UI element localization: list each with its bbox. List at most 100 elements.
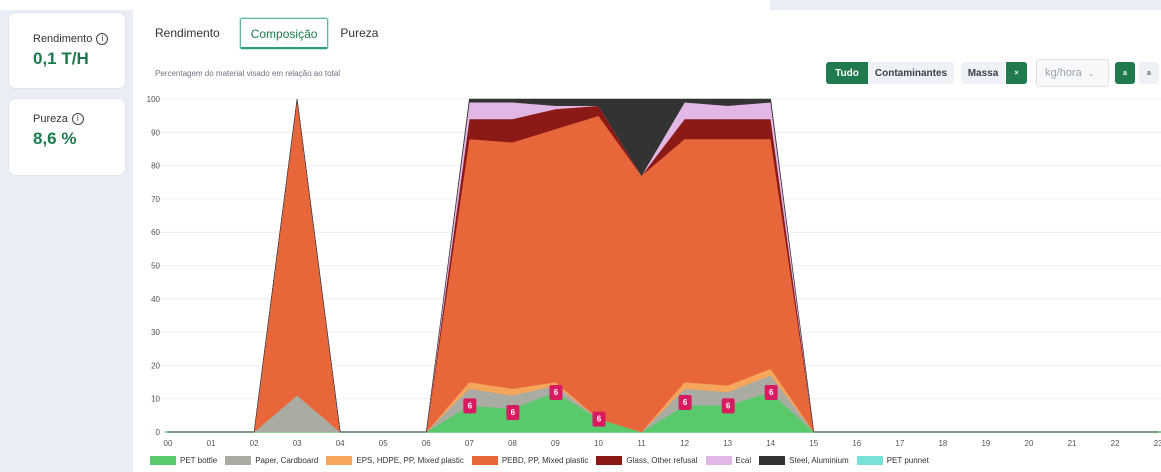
filter-contaminantes-button[interactable]: Contaminantes (868, 62, 954, 84)
legend-swatch (856, 456, 883, 465)
x-tick-label: 16 (852, 439, 861, 448)
marker-label: 6 (683, 398, 688, 407)
y-tick-label: 50 (151, 262, 160, 271)
chart-subtitle: Percentagem do material visado em relaçã… (155, 69, 340, 78)
filter-tudo-button[interactable]: Tudo (826, 62, 868, 84)
unit-select-value: kg/hora (1045, 67, 1082, 79)
text-size-large-button[interactable]: a (1139, 62, 1159, 84)
x-tick-label: 21 (1068, 439, 1077, 448)
x-tick-label: 10 (594, 439, 603, 448)
legend-label: EPS, HDPE, PP, Mixed plastic (356, 456, 464, 465)
legend-label: PET punnet (886, 456, 929, 465)
y-tick-label: 40 (151, 295, 160, 304)
marker-badge (506, 405, 520, 421)
top-strip (0, 0, 770, 10)
marker-label: 6 (511, 408, 516, 417)
x-tick-label: 09 (551, 439, 560, 448)
marker-badge (764, 385, 778, 401)
x-tick-label: 06 (422, 439, 431, 448)
legend-swatch (705, 456, 732, 465)
x-tick-label: 05 (379, 439, 388, 448)
marker-label: 6 (554, 388, 559, 397)
x-tick-label: 01 (207, 439, 216, 448)
massa-toggle-button[interactable]: × (1006, 62, 1027, 84)
legend-item[interactable]: PET punnet (856, 456, 929, 465)
marker-badge (721, 398, 735, 414)
legend-swatch (471, 456, 498, 465)
legend-swatch (150, 456, 176, 465)
x-tick-label: 07 (465, 439, 474, 448)
x-tick-label: 08 (508, 439, 517, 448)
tab-bar: Rendimento Composição Pureza (153, 18, 398, 49)
x-tick-label: 22 (1111, 439, 1120, 448)
x-tick-label: 15 (809, 439, 818, 448)
x-tick-label: 20 (1025, 439, 1034, 448)
y-tick-label: 100 (147, 95, 161, 104)
x-tick-label: 14 (766, 439, 775, 448)
y-tick-label: 70 (151, 195, 160, 204)
y-tick-label: 0 (156, 428, 161, 437)
legend-swatch (225, 456, 252, 465)
y-tick-label: 30 (151, 328, 160, 337)
kpi-label-text: Rendimento (33, 33, 93, 45)
y-tick-label: 10 (151, 395, 160, 404)
x-tick-label: 13 (723, 439, 732, 448)
y-tick-label: 20 (151, 361, 160, 370)
tab-pureza[interactable]: Pureza (340, 26, 379, 40)
chart-legend: PET bottle Paper, Cardboard EPS, HDPE, PP,… (150, 456, 937, 465)
legend-item[interactable]: Paper, Cardboard (225, 456, 318, 465)
legend-item[interactable]: PEBD, PP, Mixed plastic (471, 456, 589, 465)
x-tick-label: 00 (164, 439, 173, 448)
legend-item[interactable]: Steel, Aluminium (759, 456, 849, 465)
x-tick-label: 18 (938, 439, 947, 448)
marker-label: 6 (726, 401, 731, 410)
marker-label: 6 (769, 388, 774, 397)
kpi-value: 0,1 T/H (33, 49, 89, 68)
marker-label: 6 (597, 415, 602, 424)
massa-button[interactable]: Massa (961, 62, 1005, 84)
marker-badge (678, 395, 692, 411)
marker-badge (592, 411, 606, 427)
unit-select[interactable]: kg/hora ⌄ (1036, 59, 1109, 87)
legend-label: Ecal (735, 456, 752, 465)
info-icon[interactable]: i (71, 113, 84, 125)
kpi-card-pureza: Pureza i 8,6 % (9, 99, 125, 175)
x-tick-label: 23 (1154, 439, 1161, 448)
legend-label: Steel, Aluminium (789, 456, 849, 465)
x-tick-label: 12 (680, 439, 689, 448)
legend-label: Paper, Cardboard (255, 456, 319, 465)
x-tick-label: 04 (336, 439, 345, 448)
y-tick-label: 80 (151, 162, 160, 171)
legend-swatch (596, 456, 623, 465)
legend-item[interactable]: PET bottle (150, 456, 217, 465)
kpi-label: Rendimento i (33, 33, 109, 45)
chevron-down-icon: ⌄ (1087, 68, 1095, 78)
tab-rendimento[interactable]: Rendimento (155, 26, 220, 40)
x-tick-label: 11 (637, 439, 646, 448)
x-tick-label: 03 (293, 439, 302, 448)
tab-composicao[interactable]: Composição (239, 18, 329, 49)
legend-swatch (759, 456, 786, 465)
area-steel-aluminium (168, 98, 1159, 433)
kpi-label-text: Pureza (33, 113, 68, 125)
legend-label: Glass, Other refusal (626, 456, 698, 465)
legend-label: PEBD, PP, Mixed plastic (501, 456, 589, 465)
x-tick-label: 02 (250, 439, 259, 448)
x-tick-label: 19 (981, 439, 990, 448)
legend-item[interactable]: Ecal (705, 456, 752, 465)
kpi-label: Pureza i (33, 113, 84, 125)
legend-item[interactable]: Glass, Other refusal (596, 456, 698, 465)
y-tick-label: 60 (151, 228, 160, 237)
x-tick-label: 17 (895, 439, 904, 448)
y-tick-label: 90 (151, 128, 160, 137)
kpi-value: 8,6 % (33, 129, 77, 148)
legend-swatch (326, 456, 353, 465)
marker-badge (463, 398, 477, 414)
text-size-small-button[interactable]: a (1115, 62, 1135, 84)
marker-label: 6 (468, 401, 473, 410)
legend-label: PET bottle (180, 456, 218, 465)
marker-badge (549, 385, 563, 401)
info-icon[interactable]: i (96, 33, 109, 45)
legend-item[interactable]: EPS, HDPE, PP, Mixed plastic (326, 456, 464, 465)
